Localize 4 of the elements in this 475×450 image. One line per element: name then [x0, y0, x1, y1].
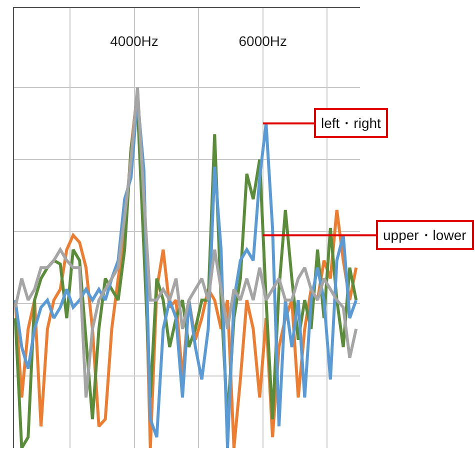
x-tick-label: 4000Hz [110, 33, 158, 49]
x-tick-label: 6000Hz [238, 33, 288, 49]
annotation: left・right [321, 115, 382, 131]
annotation: upper・lower [383, 227, 467, 243]
